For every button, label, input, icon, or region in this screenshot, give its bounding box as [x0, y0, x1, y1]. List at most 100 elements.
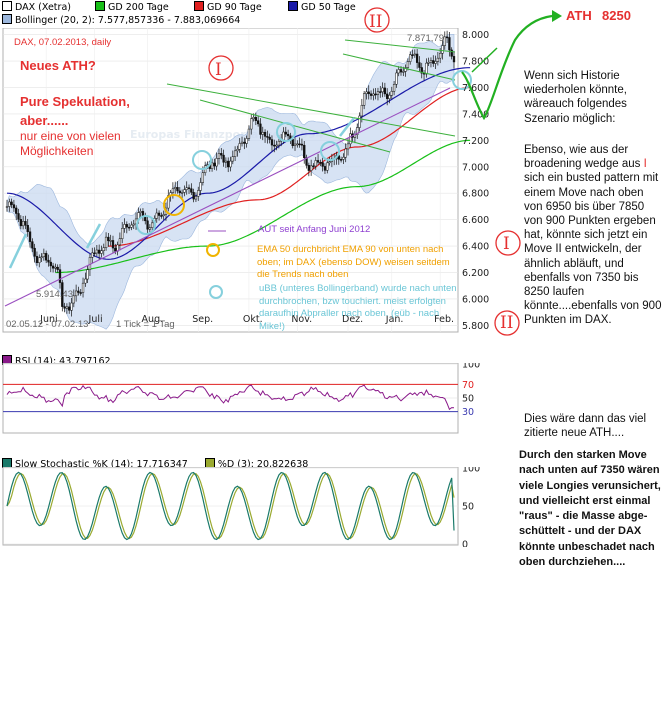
candle-body — [139, 211, 142, 213]
cyan-legend-circle — [209, 285, 223, 299]
main-y-tick-label: 7.600 — [462, 83, 489, 94]
candle-body — [33, 247, 36, 257]
legend-row-2: Bollinger (20, 2): 7.577,857336 - 7.883,… — [2, 14, 240, 26]
aber-text: aber...... — [20, 113, 69, 128]
legend-gd90-label: GD 90 Tage — [207, 2, 262, 13]
legend-dax: DAX (Xetra) — [2, 1, 71, 13]
legend-swatch-gd50 — [288, 1, 298, 11]
legend-swatch-dax — [2, 1, 12, 11]
candle-body — [445, 36, 449, 39]
candle-body — [275, 144, 278, 147]
candle-body — [58, 269, 62, 283]
candle-body — [252, 117, 255, 120]
candle-body — [19, 219, 22, 227]
candle-body — [54, 266, 57, 269]
main-x-tick-label: Okt. — [243, 314, 263, 325]
candle-body — [81, 282, 85, 293]
candle-body — [180, 192, 184, 194]
circle-roman-two-right — [494, 310, 520, 336]
candle-body — [222, 154, 225, 163]
candle-body — [40, 256, 43, 259]
candle-body — [93, 252, 96, 255]
candle-body — [392, 83, 396, 92]
candle-body — [220, 153, 223, 156]
candle-body — [284, 131, 287, 135]
candle-body — [70, 302, 73, 311]
candle-body — [395, 72, 398, 85]
nur-eine-text-1: nur eine von vielen — [20, 129, 121, 143]
stoch-chart: 100 50 0 — [2, 467, 480, 548]
candle-body — [123, 224, 126, 229]
candle-body — [125, 224, 128, 228]
candle-body — [379, 91, 382, 93]
candle-body — [356, 127, 359, 135]
legend-swatch-gd200 — [95, 1, 105, 11]
candle-body — [100, 250, 103, 254]
candle-body — [342, 156, 345, 160]
roman-one-right: I — [503, 234, 510, 254]
candle-body — [376, 91, 380, 95]
candle-body — [15, 207, 18, 214]
candle-body — [349, 133, 352, 145]
candle-body — [238, 143, 241, 150]
orange-legend-circle — [206, 243, 220, 257]
candle-body — [415, 53, 419, 63]
candle-body — [151, 222, 154, 228]
candle-body — [326, 162, 329, 171]
candle-body — [328, 161, 331, 164]
candle-body — [38, 257, 41, 263]
cyan-arrow-right — [339, 117, 355, 137]
candle-body — [420, 67, 423, 74]
main-y-tick-label: 6.800 — [462, 189, 489, 200]
right-text-3: Dies wäre dann das viel zitierte neue AT… — [524, 413, 647, 440]
ath-value: 8250 — [602, 8, 631, 23]
right-text-4: Durch den starken Move nach unten auf 73… — [519, 449, 661, 569]
high-label: 7.871,79 — [407, 33, 444, 44]
candle-body — [256, 120, 260, 125]
main-y-tick-label: 7.200 — [462, 136, 489, 147]
candle-body — [114, 247, 117, 252]
rsi-chart: 100 70 50 30 — [2, 363, 480, 434]
candle-body — [429, 60, 433, 63]
candle-body — [68, 306, 71, 311]
candle-body — [321, 162, 324, 167]
candle-body — [293, 143, 297, 146]
date-range-label: 02.05.12 - 07.02.13 — [6, 319, 89, 330]
candle-body — [434, 61, 437, 64]
main-y-tick-label: 8.000 — [462, 30, 489, 41]
stoch-d-label: %D (3): 20,822638 — [217, 459, 309, 470]
low-label: 5.914,43 — [36, 289, 73, 300]
candle-body — [231, 156, 234, 162]
main-price-chart: Europas Finanzportal seit 1994 8.0007.80… — [2, 28, 489, 333]
stoch-d-line — [6, 472, 455, 540]
candle-body — [397, 69, 400, 74]
candle-body — [107, 236, 110, 242]
candle-body — [162, 214, 165, 216]
legend-dax-label: DAX (Xetra) — [15, 2, 71, 13]
roman-one-chart: I — [215, 60, 222, 80]
candle-body — [47, 259, 50, 263]
candle-body — [187, 187, 191, 189]
main-x-tick-label: Aug. — [142, 314, 164, 325]
candle-body — [171, 188, 175, 193]
candle-body — [111, 240, 115, 249]
candle-body — [132, 223, 135, 226]
candle-body — [411, 54, 414, 56]
stoch-tick-label: 0 — [462, 540, 468, 548]
right-text-2e: entwickeln, der ähnlich abläuft, und ebe… — [524, 243, 662, 327]
candle-body — [155, 212, 158, 219]
candle-body — [316, 160, 320, 163]
candle-body — [24, 221, 27, 226]
cyan-touch-circle — [192, 150, 212, 170]
candle-body — [118, 238, 122, 246]
candle-body — [197, 190, 200, 197]
candle-body — [183, 189, 186, 193]
candle-body — [346, 143, 350, 150]
candle-body — [51, 265, 55, 269]
candle-body — [5, 206, 9, 208]
right-text-2: Ebenso, wie aus der broadening wedge aus… — [524, 143, 662, 328]
ema-note: EMA 50 durchbricht EMA 90 von unten nach… — [257, 244, 450, 280]
candle-body — [365, 91, 368, 94]
ath-label: ATH — [566, 8, 592, 23]
main-y-tick-label: 6.000 — [462, 294, 489, 305]
